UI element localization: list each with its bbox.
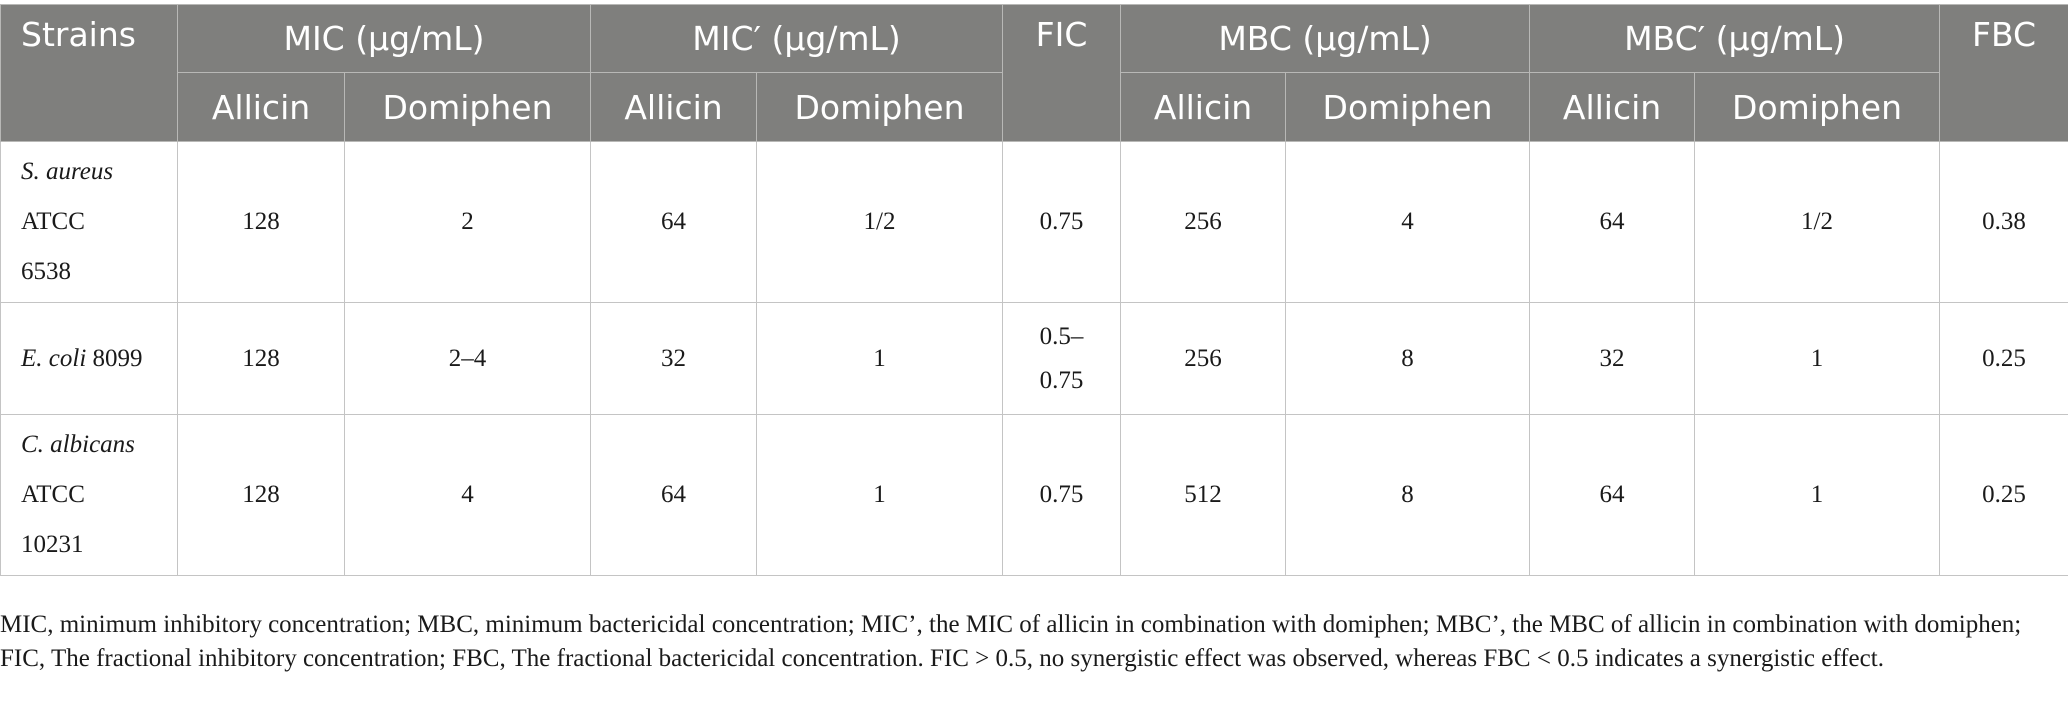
strain-cell: S. aureus ATCC 6538 xyxy=(0,141,178,303)
strain-cell: E. coli 8099 xyxy=(0,302,178,415)
subheader-micp-allicin: Allicin xyxy=(590,72,758,142)
cell-mic-domiphen: 2 xyxy=(343,141,592,303)
cell-mbcp-domiphen: 1/2 xyxy=(1694,141,1941,303)
cell-mic-allicin: 128 xyxy=(177,414,345,576)
strain-number: 8099 xyxy=(86,344,143,372)
cell-mbcp-domiphen: 1 xyxy=(1694,414,1941,576)
strain-collection: ATCC xyxy=(21,208,85,235)
cell-mbcp-allicin: 64 xyxy=(1529,414,1696,576)
subheader-mic-allicin: Allicin xyxy=(177,72,345,142)
cell-mic-allicin: 128 xyxy=(177,302,345,415)
cell-fic: 0.75 xyxy=(1002,414,1122,576)
cell-fic: 0.75 xyxy=(1002,141,1122,303)
strain-species: C. albicans xyxy=(21,431,135,458)
table-header: Strains MIC (μg/mL) MIC′ (μg/mL) FIC MBC… xyxy=(0,4,2068,142)
cell-micp-allicin: 32 xyxy=(590,302,758,415)
strain-cell: C. albicans ATCC 10231 xyxy=(0,414,178,576)
header-mic: MIC (μg/mL) xyxy=(176,4,592,73)
cell-mbc-allicin: 256 xyxy=(1120,302,1287,415)
header-row-1: Strains MIC (μg/mL) MIC′ (μg/mL) FIC MBC… xyxy=(0,4,2068,142)
results-table-container: Strains MIC (μg/mL) MIC′ (μg/mL) FIC MBC… xyxy=(0,4,2068,576)
strain-number: 6538 xyxy=(21,258,71,285)
subheader-mbcp-allicin: Allicin xyxy=(1529,72,1696,142)
header-fic: FIC xyxy=(1002,4,1122,142)
cell-micp-allicin: 64 xyxy=(590,141,758,303)
header-fbc: FBC xyxy=(1939,4,2068,142)
cell-mbc-domiphen: 4 xyxy=(1285,141,1531,303)
table-row: S. aureus ATCC 6538 128 2 64 1/2 0.75 25… xyxy=(0,141,2068,303)
cell-mbc-domiphen: 8 xyxy=(1285,302,1531,415)
subheader-mic-domiphen: Domiphen xyxy=(343,72,592,142)
cell-micp-domiphen: 1 xyxy=(756,302,1004,415)
strain-species: S. aureus xyxy=(21,158,114,185)
cell-micp-allicin: 64 xyxy=(590,414,758,576)
table-body: S. aureus ATCC 6538 128 2 64 1/2 0.75 25… xyxy=(0,141,2068,576)
subheader-mbc-allicin: Allicin xyxy=(1120,72,1287,142)
cell-micp-domiphen: 1/2 xyxy=(756,141,1004,303)
header-row-2: Allicin Domiphen Allicin Domiphen Allici… xyxy=(1,72,2068,142)
cell-mic-domiphen: 2–4 xyxy=(343,302,592,415)
header-mbc: MBC (μg/mL) xyxy=(1120,4,1531,73)
cell-mbcp-allicin: 32 xyxy=(1529,302,1696,415)
cell-mbc-domiphen: 8 xyxy=(1285,414,1531,576)
cell-mic-allicin: 128 xyxy=(177,141,345,303)
mic-mbc-table: Strains MIC (μg/mL) MIC′ (μg/mL) FIC MBC… xyxy=(0,4,2068,576)
strain-number: 10231 xyxy=(21,531,84,558)
table-row: C. albicans ATCC 10231 128 4 64 1 0.75 5… xyxy=(0,414,2068,576)
cell-mbcp-allicin: 64 xyxy=(1529,141,1696,303)
strain-collection: ATCC xyxy=(21,481,85,508)
cell-fic: 0.5– 0.75 xyxy=(1002,302,1122,415)
cell-micp-domiphen: 1 xyxy=(756,414,1004,576)
subheader-mbcp-domiphen: Domiphen xyxy=(1694,72,1941,142)
fic-range-end: 0.75 xyxy=(1039,366,1084,394)
subheader-micp-domiphen: Domiphen xyxy=(756,72,1004,142)
table-footnote: MIC, minimum inhibitory concentration; M… xyxy=(0,611,2022,672)
cell-fbc: 0.38 xyxy=(1939,141,2068,303)
strain-species: E. coli xyxy=(21,344,87,372)
subheader-mbc-domiphen: Domiphen xyxy=(1285,72,1531,142)
fic-range-start: 0.5– xyxy=(1039,322,1084,350)
table-row: E. coli 8099 128 2–4 32 1 0.5– 0.75 256 … xyxy=(0,302,2068,415)
cell-mbc-allicin: 256 xyxy=(1120,141,1287,303)
cell-mbc-allicin: 512 xyxy=(1120,414,1287,576)
cell-mic-domiphen: 4 xyxy=(343,414,592,576)
header-mic-prime: MIC′ (μg/mL) xyxy=(590,4,1004,73)
header-mbc-prime: MBC′ (μg/mL) xyxy=(1529,4,1941,73)
cell-fbc: 0.25 xyxy=(1939,302,2068,415)
cell-mbcp-domiphen: 1 xyxy=(1694,302,1941,415)
cell-fbc: 0.25 xyxy=(1939,414,2068,576)
header-strains: Strains xyxy=(0,4,178,142)
